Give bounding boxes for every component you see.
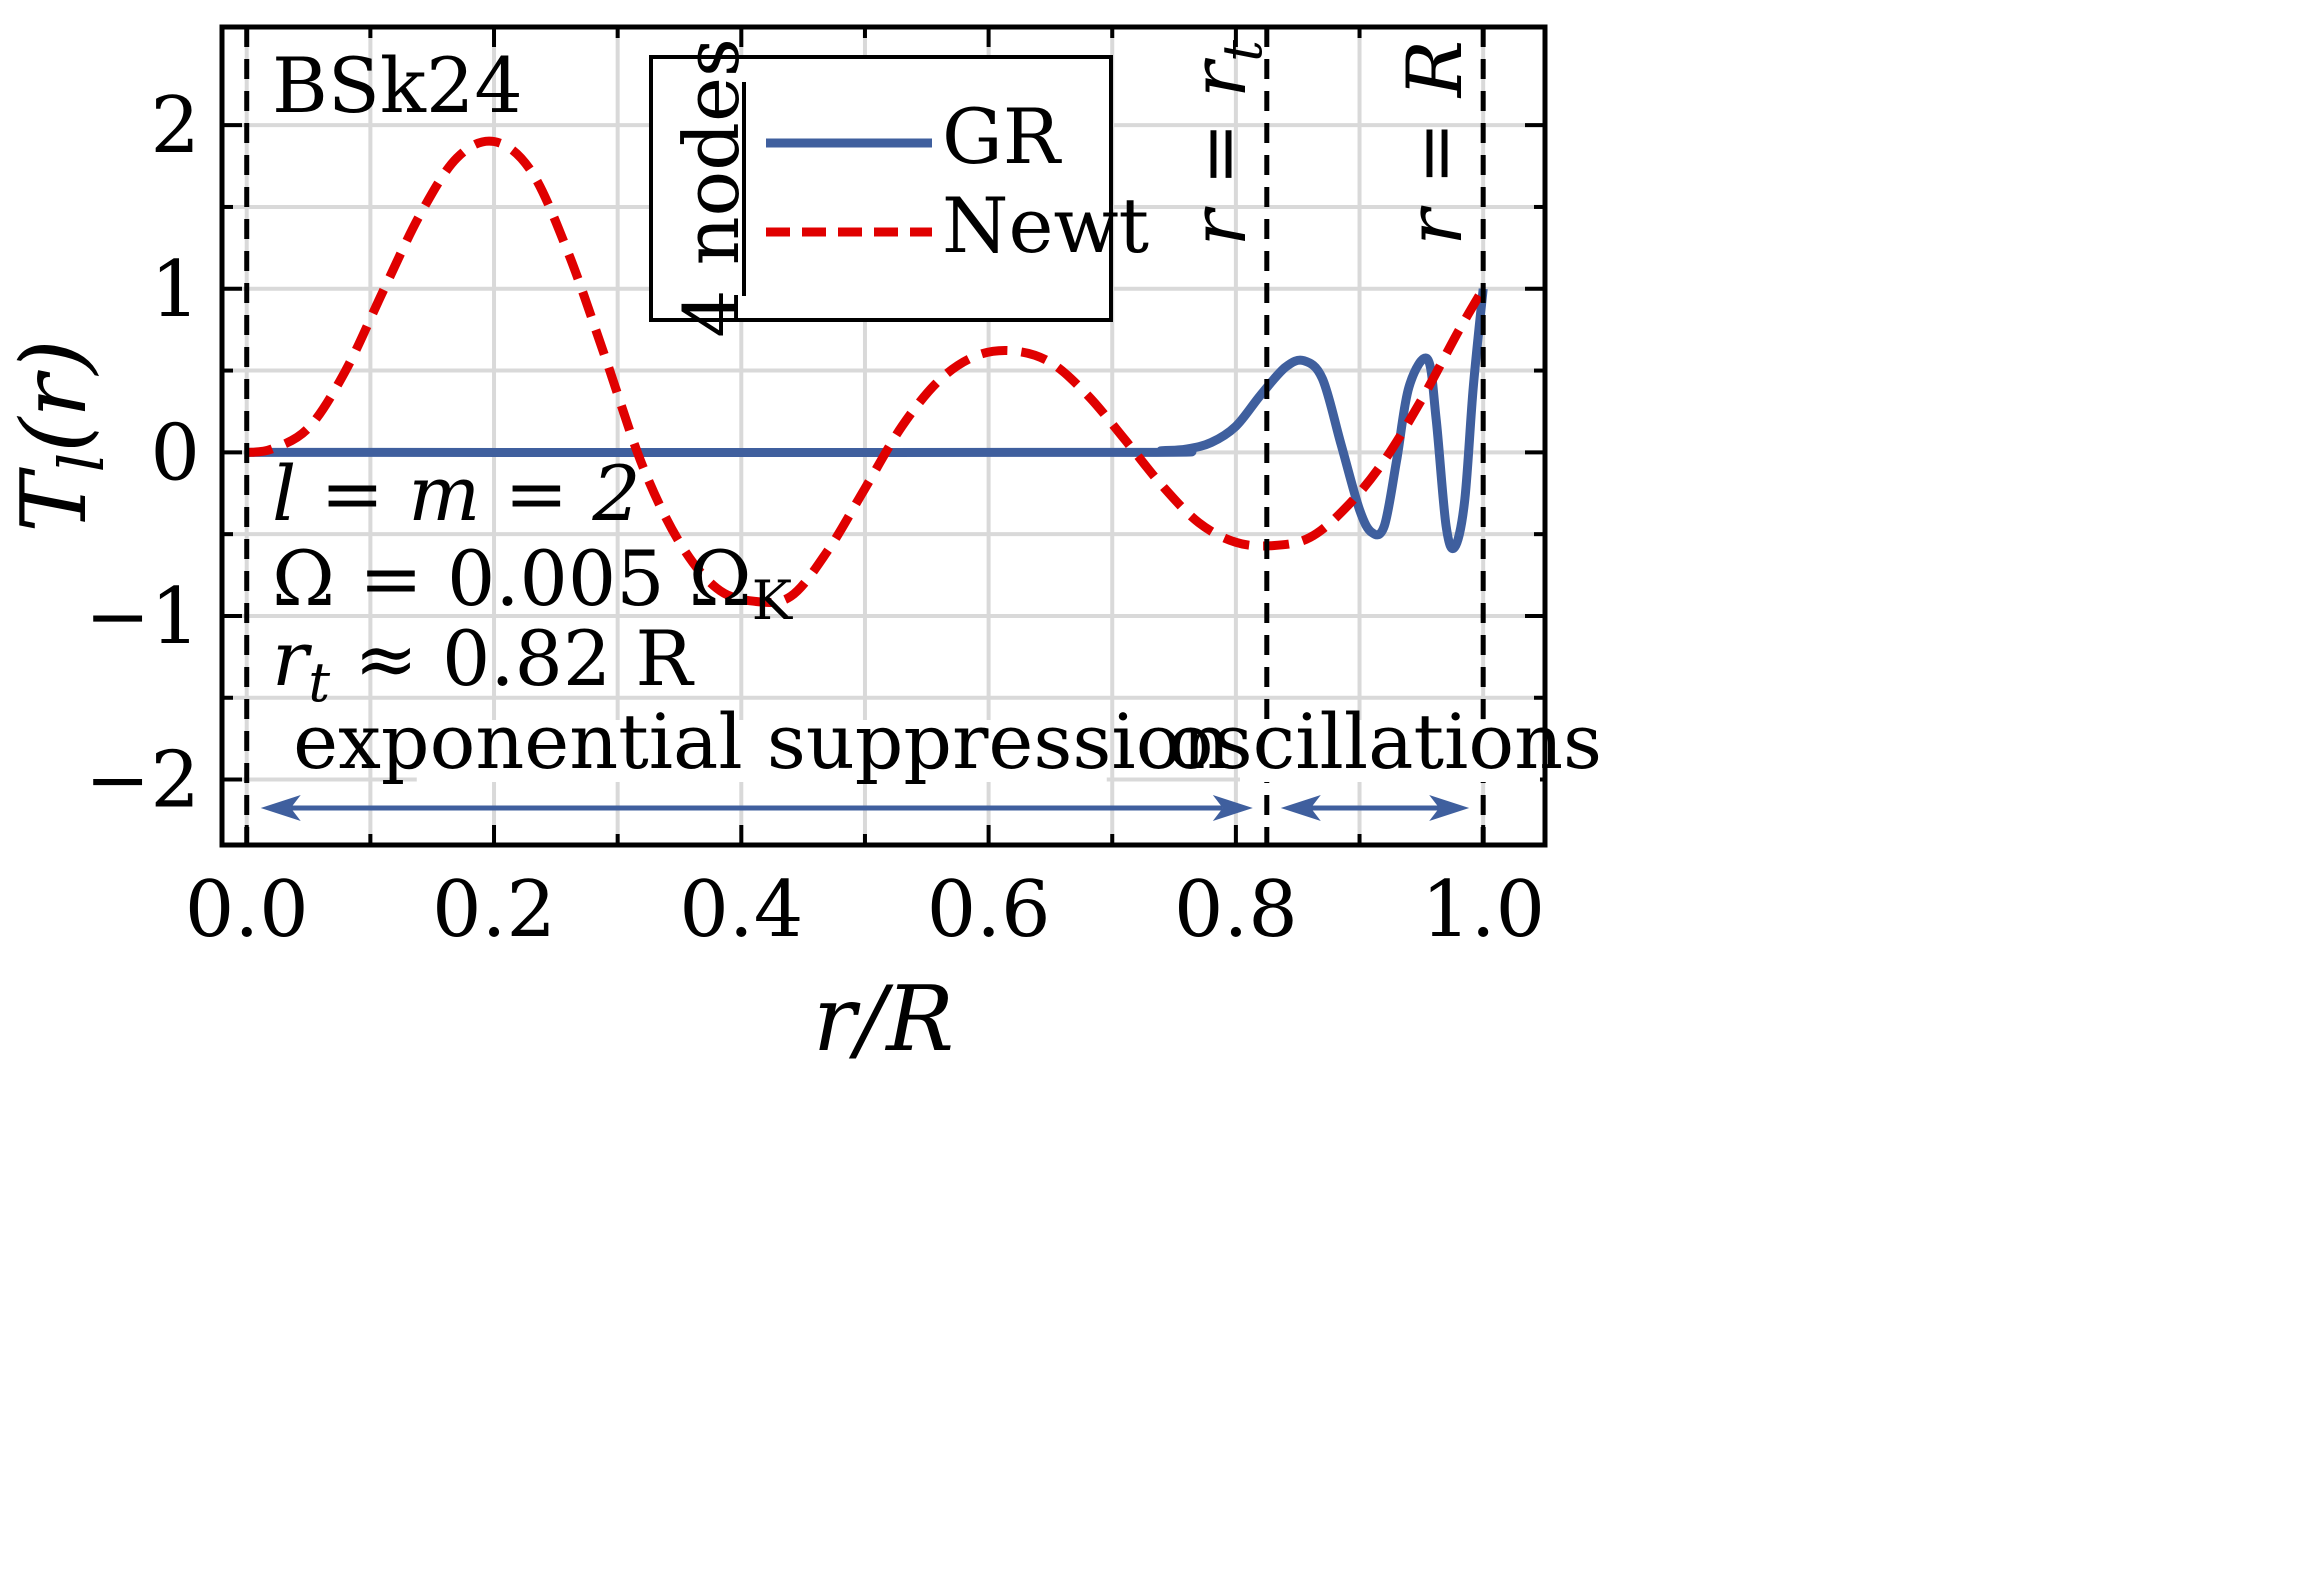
y-tick-label: −2: [85, 736, 200, 826]
vline-R-label: r = R: [1390, 40, 1479, 246]
axes-frame: [219, 24, 1548, 848]
y-axis-title: Tl(r): [2, 339, 118, 532]
y-tick-labels: −2 −1 0 1 2: [85, 81, 200, 825]
oscillations-arrow-head-left: [1280, 795, 1321, 821]
y-axis-title-sub: l: [45, 453, 118, 473]
legend-box: [649, 55, 1113, 322]
vline-rt-main: r = r: [1174, 57, 1263, 246]
rt-value: ≈ 0.82 R: [330, 614, 695, 703]
x-axis-title: r/R: [813, 967, 954, 1072]
vline-rt-label: r = rt: [1174, 40, 1274, 247]
rt-subscript: t: [308, 651, 330, 714]
suppression-label: exponential suppression: [293, 697, 1230, 786]
tick-marks: [222, 27, 1545, 845]
annotations: BSk24 l = m = 2 Ω = 0.005 ΩK rt ≈ 0.82 R…: [272, 41, 1602, 786]
plot-frame: [219, 24, 1548, 848]
omega-main: Ω = 0.005 Ω: [272, 534, 752, 623]
vertical-markers: [244, 27, 1486, 845]
x-tick-label: 1.0: [1421, 865, 1545, 955]
x-tick-label: 0.2: [432, 865, 556, 955]
rt-symbol: r: [272, 614, 313, 703]
vline-rt-subscript: t: [1211, 40, 1274, 62]
legend-newt-label: Newt: [942, 181, 1149, 270]
x-tick-label: 0.0: [185, 865, 309, 955]
suppression-arrow-head-left: [260, 795, 301, 821]
x-tick-label: 0.8: [1174, 865, 1298, 955]
legend: 4 nodes GR Newt: [649, 38, 1149, 338]
series-line-gr: [246, 288, 1488, 554]
x-tick-label: 0.4: [679, 865, 803, 955]
curves: [246, 136, 1488, 608]
oscillations-arrow-head-right: [1429, 795, 1470, 821]
oscillations-label: oscillations: [1168, 697, 1602, 786]
oscillations-label-bg: [1239, 720, 1540, 782]
lm-label: l = m = 2: [272, 449, 641, 538]
y-tick-label: 1: [150, 245, 200, 335]
y-tick-label: −1: [85, 572, 200, 662]
x-tick-labels: 0.0 0.2 0.4 0.6 0.8 1.0: [185, 865, 1545, 955]
y-tick-label: 2: [150, 81, 200, 171]
y-tick-label: 0: [150, 408, 200, 498]
y-axis-title-rest: (r): [2, 339, 107, 452]
omega-subscript: K: [752, 569, 794, 632]
rt-label: rt ≈ 0.82 R: [272, 614, 695, 714]
model-label: BSk24: [272, 41, 523, 130]
legend-gr-label: GR: [942, 92, 1063, 181]
x-tick-label: 0.6: [927, 865, 1051, 955]
y-axis-title-main: T: [2, 467, 107, 533]
series-line-newt: [246, 136, 1488, 608]
suppression-arrow-head-right: [1212, 795, 1253, 821]
legend-title: 4 nodes: [667, 38, 756, 338]
vertical-marker-labels: r = rt r = R: [1174, 40, 1479, 247]
suppression-label-bg: [416, 720, 1107, 782]
region-arrows: [260, 795, 1470, 821]
omega-label: Ω = 0.005 ΩK: [272, 534, 794, 632]
